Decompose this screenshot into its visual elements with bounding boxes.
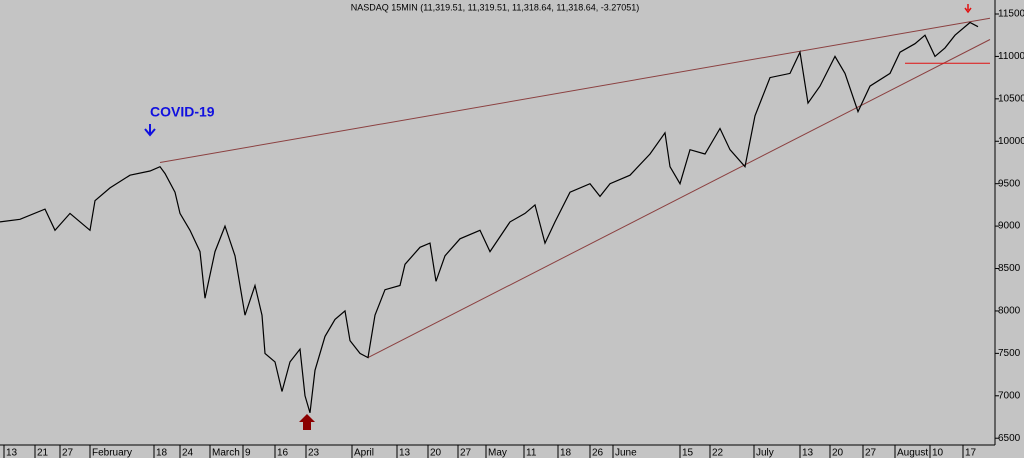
x-tick-label: 27 <box>865 448 877 458</box>
x-tick-label: 21 <box>37 448 49 458</box>
x-tick-label: 22 <box>712 448 724 458</box>
x-tick-label: 27 <box>62 448 74 458</box>
chart-title: NASDAQ 15MIN (11,319.51, 11,319.51, 11,3… <box>351 2 640 12</box>
x-tick-label: May <box>488 448 507 458</box>
y-tick-label: 10500 <box>998 93 1024 104</box>
x-tick-label: 10 <box>932 448 944 458</box>
y-tick-label: 11500 <box>998 9 1024 20</box>
x-tick-label: 24 <box>182 448 194 458</box>
x-tick-label: 18 <box>560 448 572 458</box>
x-tick-label: 18 <box>156 448 168 458</box>
trendline <box>159 17 991 163</box>
x-tick-label: July <box>756 448 774 458</box>
x-tick-label: 15 <box>682 448 694 458</box>
x-tick-label: 26 <box>592 448 604 458</box>
x-tick-label: 23 <box>308 448 320 458</box>
x-tick-label: 13 <box>802 448 814 458</box>
trendline <box>367 39 991 359</box>
arrow <box>144 124 156 137</box>
x-tick-label: 17 <box>965 448 977 458</box>
y-tick-label: 7500 <box>998 348 1021 359</box>
x-tick-label: August <box>897 448 928 458</box>
x-tick-label: 13 <box>6 448 18 458</box>
y-tick-label: 8000 <box>998 306 1021 317</box>
x-tick-label: April <box>354 448 374 458</box>
y-tick-label: 10000 <box>998 136 1024 147</box>
x-tick-label: 9 <box>245 448 251 458</box>
x-tick-label: 11 <box>526 448 537 458</box>
y-tick-label: 9000 <box>998 221 1021 232</box>
x-tick-label: June <box>615 448 637 458</box>
y-tick-label: 6500 <box>998 433 1021 444</box>
x-tick-label: 27 <box>460 448 472 458</box>
arrow <box>299 414 315 430</box>
x-tick-label: 20 <box>430 448 442 458</box>
y-tick-label: 7000 <box>998 390 1021 401</box>
y-tick-label: 11000 <box>998 51 1024 62</box>
x-tick-label: 16 <box>277 448 289 458</box>
y-tick-label: 8500 <box>998 263 1021 274</box>
x-tick-label: 20 <box>832 448 844 458</box>
x-tick-label: March <box>212 448 240 458</box>
annotation: COVID-19 <box>150 104 215 120</box>
y-tick-label: 9500 <box>998 178 1021 189</box>
price-line <box>0 21 979 413</box>
arrow <box>964 4 972 14</box>
x-tick-label: 13 <box>399 448 411 458</box>
x-tick-label: February <box>92 448 132 458</box>
